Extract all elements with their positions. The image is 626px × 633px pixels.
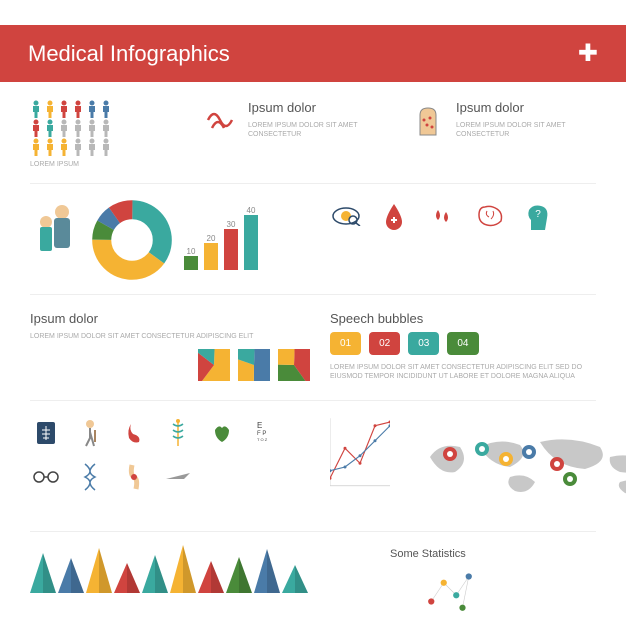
map-pin — [563, 472, 577, 492]
banner-title: Medical Infographics — [28, 41, 230, 67]
stats-title: Some Statistics — [390, 548, 596, 560]
speech-bubbles: 01 02 03 04 — [330, 332, 596, 355]
map-pin — [475, 442, 489, 462]
knee-icon — [118, 461, 150, 493]
people-caption: LOREM IPSUM — [30, 160, 180, 169]
medical-icons-grid: EF PT O Z — [30, 417, 310, 493]
plus-icon: ✚ — [578, 39, 598, 68]
small-drops-icon — [426, 200, 458, 232]
blood-drop-icon — [378, 200, 410, 232]
svg-text:E: E — [257, 421, 262, 430]
speech-bubble: 01 — [330, 332, 361, 355]
svg-text:?: ? — [535, 209, 541, 220]
speech-bubble: 04 — [447, 332, 478, 355]
eye-icon — [330, 200, 362, 232]
map-pin — [499, 452, 513, 472]
disease-icon-block-b: Ipsum dolor LOREM IPSUM DOLOR SIT AMET CO… — [408, 100, 596, 169]
icon-b-text: LOREM IPSUM DOLOR SIT AMET CONSECTETUR — [456, 121, 596, 139]
doctor-patient-icon — [30, 200, 80, 270]
donut-chart — [92, 200, 172, 280]
triangle-chart — [30, 548, 370, 598]
speech-title: Speech bubbles — [330, 311, 596, 326]
cane-icon — [74, 417, 106, 449]
virus-icon — [200, 100, 240, 140]
icon-a-text: LOREM IPSUM DOLOR SIT AMET CONSECTETUR — [248, 121, 388, 139]
leaf-icon — [206, 417, 238, 449]
network-chart — [390, 564, 510, 614]
map-pin — [550, 457, 564, 477]
section2-title: Ipsum dolor — [30, 311, 310, 326]
caduceus-icon — [162, 417, 194, 449]
world-map — [410, 417, 596, 517]
mini-pies — [198, 349, 310, 386]
eyechart-icon: EF PT O Z — [250, 417, 282, 449]
glasses-icon — [30, 461, 62, 493]
section2-text: LOREM IPSUM DOLOR SIT AMET CONSECTETUR A… — [30, 332, 310, 341]
svg-text:T O Z: T O Z — [257, 437, 268, 442]
brain-icon — [474, 200, 506, 232]
bar-chart: 10203040 — [184, 200, 258, 270]
xray-icon — [30, 417, 62, 449]
line-chart — [330, 417, 390, 487]
speech-bubble: 02 — [369, 332, 400, 355]
disease-icon-block-a: Ipsum dolor LOREM IPSUM DOLOR SIT AMET CO… — [200, 100, 388, 169]
speech-text: LOREM IPSUM DOLOR SIT AMET CONSECTETUR A… — [330, 363, 596, 381]
people-pictogram — [30, 100, 180, 156]
stomach-icon — [118, 417, 150, 449]
title-banner: Medical Infographics ✚ — [0, 25, 626, 82]
map-pin — [522, 445, 536, 465]
medical-icons-top: ? — [330, 200, 596, 232]
scalpel-icon — [162, 461, 194, 493]
hand-rash-icon — [408, 100, 448, 140]
map-pin — [443, 447, 457, 467]
icon-a-title: Ipsum dolor — [248, 100, 388, 115]
head-question-icon: ? — [522, 200, 554, 232]
dna-icon — [74, 461, 106, 493]
icon-b-title: Ipsum dolor — [456, 100, 596, 115]
speech-bubble: 03 — [408, 332, 439, 355]
